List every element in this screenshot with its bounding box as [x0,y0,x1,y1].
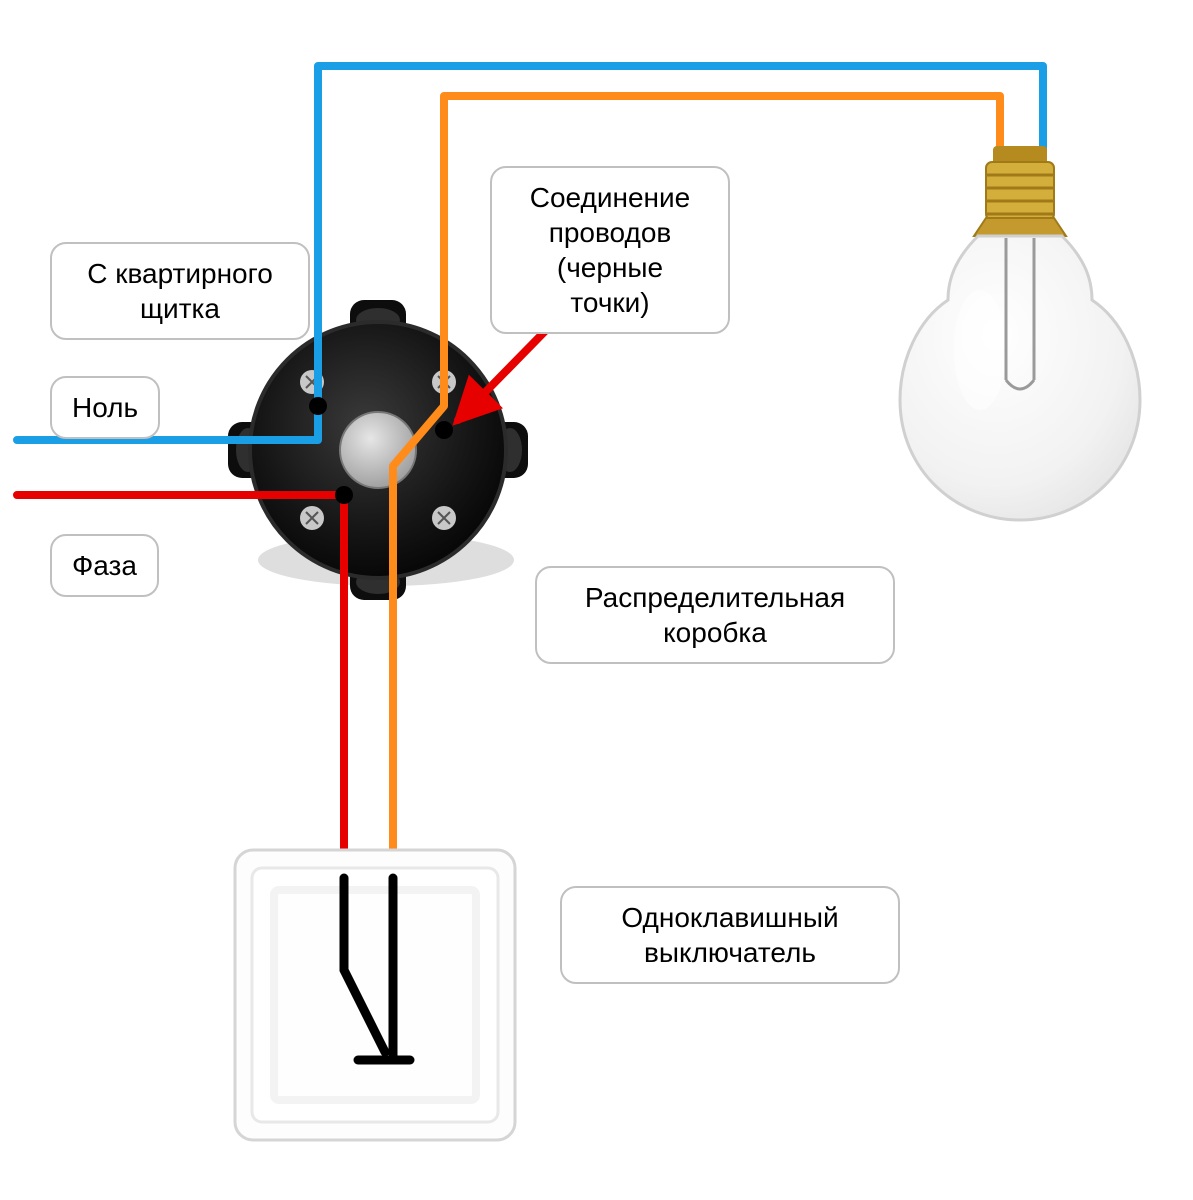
label-phase: Фаза [50,534,159,597]
junction-box [228,300,528,600]
label-switch: Одноклавишный выключатель [560,886,900,984]
label-from-panel: С квартирного щитка [50,242,310,340]
diagram-canvas: С квартирного щитка Ноль Фаза Соединение… [0,0,1193,1200]
label-joints: Соединение проводов (черные точки) [490,166,730,334]
light-bulb [900,146,1140,520]
label-junction-box: Распределительная коробка [535,566,895,664]
label-neutral: Ноль [50,376,160,439]
light-switch [235,850,515,1140]
